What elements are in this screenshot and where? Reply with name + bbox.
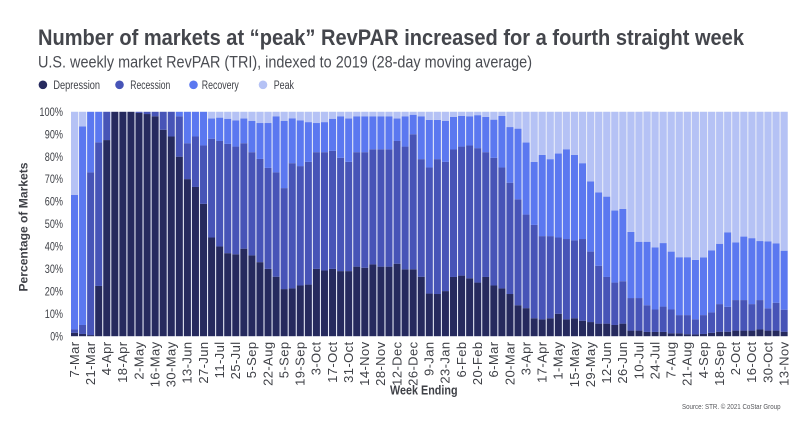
svg-text:16-May: 16-May <box>147 341 162 387</box>
svg-text:14-Nov: 14-Nov <box>357 341 372 385</box>
svg-text:17-Apr: 17-Apr <box>535 341 550 383</box>
svg-text:Recovery: Recovery <box>202 80 239 92</box>
svg-text:2-May: 2-May <box>131 341 146 379</box>
svg-text:100%: 100% <box>39 105 63 119</box>
svg-text:6-Mar: 6-Mar <box>486 341 501 377</box>
svg-text:20-Mar: 20-Mar <box>502 341 517 385</box>
svg-text:30-May: 30-May <box>164 341 179 387</box>
svg-text:0%: 0% <box>50 329 63 343</box>
svg-text:20%: 20% <box>45 284 63 298</box>
svg-text:6-Feb: 6-Feb <box>454 342 469 378</box>
svg-text:9-Jan: 9-Jan <box>422 342 437 377</box>
svg-text:5-Sep: 5-Sep <box>244 342 259 379</box>
svg-text:U.S. weekly market RevPAR (TRI: U.S. weekly market RevPAR (TRI), indexed… <box>38 54 532 72</box>
svg-text:4-Apr: 4-Apr <box>99 341 114 375</box>
svg-text:13-Jun: 13-Jun <box>180 342 195 384</box>
svg-text:5-Sep: 5-Sep <box>276 342 291 379</box>
svg-text:30%: 30% <box>45 262 63 276</box>
svg-text:19-Sep: 19-Sep <box>293 342 308 386</box>
svg-text:90%: 90% <box>45 127 63 141</box>
svg-text:26-Dec: 26-Dec <box>405 341 420 385</box>
svg-text:7-Mar: 7-Mar <box>67 341 82 377</box>
svg-text:13-Nov: 13-Nov <box>776 341 791 385</box>
svg-text:Number of markets at “peak” Re: Number of markets at “peak” RevPAR incre… <box>38 25 745 50</box>
svg-text:3-Apr: 3-Apr <box>518 341 533 375</box>
svg-text:Peak: Peak <box>274 80 294 92</box>
svg-text:22-Aug: 22-Aug <box>260 342 275 386</box>
svg-text:16-Oct: 16-Oct <box>744 342 759 383</box>
svg-text:7-Aug: 7-Aug <box>664 342 679 379</box>
svg-text:23-Jan: 23-Jan <box>438 342 453 384</box>
svg-text:12-Jun: 12-Jun <box>599 342 614 384</box>
svg-text:Source: STR. © 2021 CoStar Gro: Source: STR. © 2021 CoStar Group <box>682 402 781 411</box>
svg-text:18-Apr: 18-Apr <box>115 341 130 383</box>
svg-text:29-May: 29-May <box>583 341 598 387</box>
svg-text:21-Aug: 21-Aug <box>680 342 695 386</box>
svg-text:Percentage of Markets: Percentage of Markets <box>17 162 31 291</box>
svg-text:4-Sep: 4-Sep <box>696 342 711 379</box>
svg-text:25-Jul: 25-Jul <box>228 342 243 380</box>
svg-text:60%: 60% <box>45 195 63 209</box>
svg-text:3-Oct: 3-Oct <box>309 342 324 376</box>
svg-text:10%: 10% <box>45 307 63 321</box>
svg-text:26-Jun: 26-Jun <box>615 342 630 384</box>
svg-text:2-Oct: 2-Oct <box>728 342 743 376</box>
svg-text:15-May: 15-May <box>567 341 582 387</box>
svg-text:18-Sep: 18-Sep <box>712 342 727 386</box>
svg-text:31-Oct: 31-Oct <box>341 342 356 383</box>
svg-text:1-May: 1-May <box>551 341 566 379</box>
svg-text:21-Mar: 21-Mar <box>83 341 98 385</box>
svg-text:10-Jul: 10-Jul <box>631 342 646 380</box>
svg-text:Week Ending: Week Ending <box>390 383 458 398</box>
svg-text:27-Jun: 27-Jun <box>196 342 211 384</box>
svg-text:28-Nov: 28-Nov <box>373 341 388 385</box>
svg-text:40%: 40% <box>45 240 63 254</box>
svg-text:70%: 70% <box>45 172 63 186</box>
svg-text:20-Feb: 20-Feb <box>470 342 485 386</box>
svg-text:24-Jul: 24-Jul <box>647 342 662 380</box>
svg-text:Recession: Recession <box>130 80 170 92</box>
svg-text:12-Dec: 12-Dec <box>389 341 404 385</box>
svg-text:17-Oct: 17-Oct <box>325 342 340 383</box>
svg-text:50%: 50% <box>45 217 63 231</box>
svg-text:80%: 80% <box>45 150 63 164</box>
svg-text:Depression: Depression <box>53 80 100 92</box>
svg-text:11-Jul: 11-Jul <box>212 342 227 379</box>
svg-text:30-Oct: 30-Oct <box>760 342 775 383</box>
